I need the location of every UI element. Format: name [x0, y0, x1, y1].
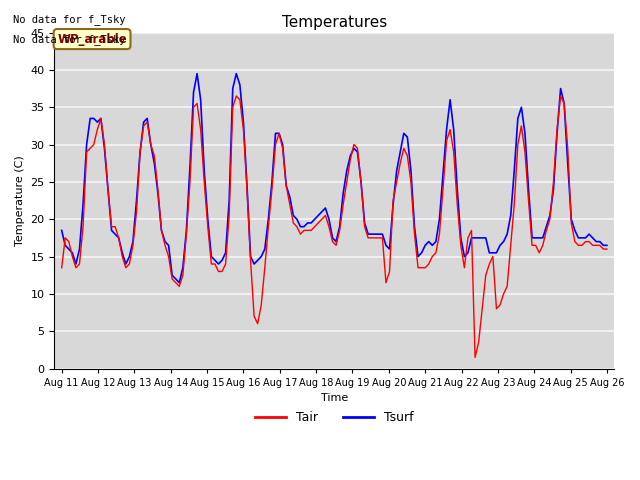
Legend: Tair, Tsurf: Tair, Tsurf — [250, 407, 419, 430]
Y-axis label: Temperature (C): Temperature (C) — [15, 155, 25, 246]
Title: Temperatures: Temperatures — [282, 15, 387, 30]
Text: No data for f_Tsky: No data for f_Tsky — [13, 14, 125, 25]
X-axis label: Time: Time — [321, 393, 348, 403]
Text: No data for f_Tsky: No data for f_Tsky — [13, 34, 125, 45]
Text: WP_arable: WP_arable — [57, 33, 127, 46]
